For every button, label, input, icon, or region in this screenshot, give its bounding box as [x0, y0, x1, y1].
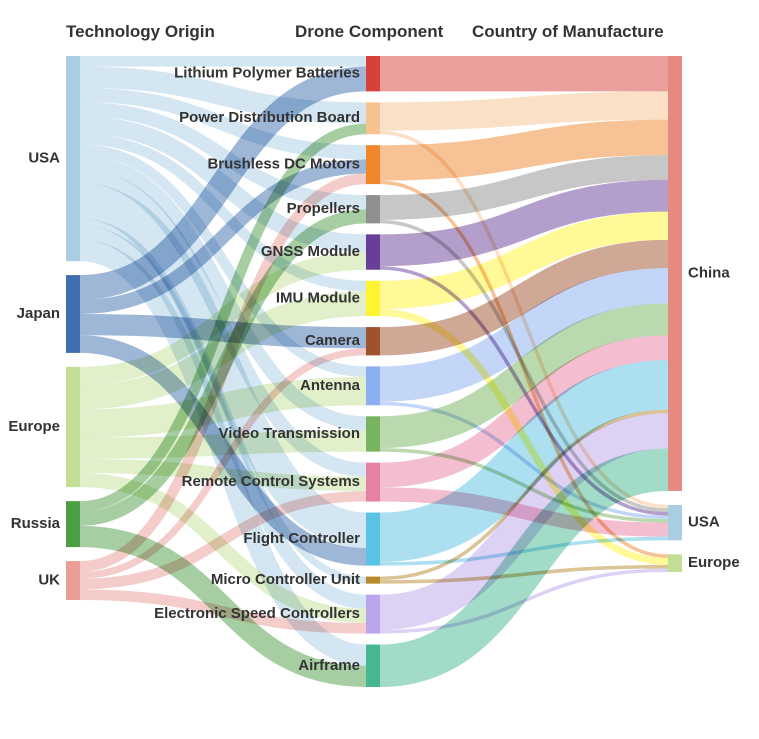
- flow-link-japan-to-lipo: [79, 66, 367, 300]
- component-label-lithium-polymer-batteries: Lithium Polymer Batteries: [174, 65, 360, 82]
- origin-label-europe: Europe: [8, 418, 60, 435]
- component-label-camera: Camera: [305, 332, 361, 349]
- node-labels: USA Japan Europe Russia UK Lithium Polymer Ba…: [8, 65, 739, 674]
- component-node-electronic-speed-controllers: [366, 594, 380, 634]
- header-drone-component: Drone Component: [295, 22, 444, 41]
- component-label-antenna: Antenna: [300, 377, 361, 394]
- component-label-power-distribution-board: Power Distribution Board: [179, 109, 360, 126]
- flow-link-fc-to-china: [379, 360, 669, 563]
- nodes: [66, 56, 682, 687]
- component-label-imu-module: IMU Module: [276, 289, 360, 306]
- component-label-micro-controller-unit: Micro Controller Unit: [211, 571, 360, 588]
- component-label-airframe: Airframe: [298, 657, 360, 674]
- component-label-propellers: Propellers: [287, 200, 360, 217]
- component-label-video-transmission: Video Transmission: [219, 425, 360, 442]
- country-label-china: China: [688, 264, 730, 281]
- flow-link-usa-to-pdb: [79, 66, 367, 124]
- component-node-flight-controller: [366, 512, 380, 566]
- country-node-usa: [668, 504, 682, 541]
- component-node-camera: [366, 327, 380, 356]
- component-node-micro-controller-unit: [366, 576, 380, 584]
- origin-label-usa: USA: [28, 150, 60, 167]
- flow-link-japan-to-motors: [79, 159, 367, 315]
- flow-link-props-to-china: [379, 155, 669, 220]
- flow-link-uk-to-rc: [79, 490, 367, 590]
- flow-link-video-to-china: [379, 303, 669, 449]
- component-node-gnss-module: [366, 234, 380, 270]
- header-country-of-manufacture: Country of Manufacture: [472, 22, 664, 41]
- flow-link-europe-to-imu: [79, 291, 367, 410]
- origin-node-usa: [66, 56, 80, 262]
- country-node-china: [668, 56, 682, 491]
- origin-node-japan: [66, 275, 80, 353]
- flow-link-pdb-to-china: [379, 91, 669, 131]
- component-label-electronic-speed-controllers: Electronic Speed Controllers: [154, 605, 360, 622]
- flow-link-motors-to-china: [379, 119, 669, 181]
- country-label-usa: USA: [688, 514, 720, 531]
- flow-link-europe-to-antenna: [79, 377, 367, 438]
- origin-node-uk: [66, 561, 80, 600]
- flow-link-russia-to-pdb: [79, 123, 367, 512]
- component-label-gnss-module: GNSS Module: [261, 243, 360, 260]
- component-node-power-distribution-board: [366, 102, 380, 135]
- flow-link-usa-to-video: [79, 155, 367, 431]
- component-node-remote-control-systems: [366, 462, 380, 502]
- flow-link-rc-to-china: [379, 335, 669, 488]
- column-headers: Technology Origin Drone Component Countr…: [66, 22, 664, 41]
- flow-link-antenna-to-china: [379, 268, 669, 402]
- component-node-video-transmission: [366, 416, 380, 452]
- flow-links: [78, 55, 669, 688]
- flow-link-europe-to-rc: [79, 458, 367, 491]
- flow-link-imu-to-china: [379, 211, 669, 310]
- flow-link-europe-to-video: [79, 430, 367, 459]
- flow-link-uk-to-camera: [79, 348, 367, 579]
- country-label-europe: Europe: [688, 554, 740, 571]
- flow-link-uk-to-esc: [79, 589, 367, 634]
- component-node-brushless-dc-motors: [366, 145, 380, 185]
- component-node-imu-module: [366, 280, 380, 317]
- component-label-flight-controller: Flight Controller: [243, 530, 360, 547]
- flow-link-uk-to-motors: [79, 173, 367, 572]
- component-node-antenna: [366, 366, 380, 406]
- component-label-remote-control-systems: Remote Control Systems: [182, 473, 360, 490]
- component-node-airframe: [366, 644, 380, 687]
- component-label-brushless-dc-motors: Brushless DC Motors: [207, 156, 360, 173]
- origin-label-russia: Russia: [11, 515, 61, 532]
- flow-link-esc-to-china: [379, 413, 669, 631]
- origin-label-uk: UK: [38, 572, 60, 589]
- origin-node-russia: [66, 501, 80, 548]
- flow-link-usa-to-imu: [79, 133, 367, 292]
- flow-link-camera-to-china: [379, 239, 669, 356]
- flow-link-airframe-to-china: [379, 448, 669, 688]
- header-technology-origin: Technology Origin: [66, 22, 215, 41]
- origin-node-europe: [66, 366, 80, 488]
- component-node-propellers: [366, 195, 380, 224]
- component-node-lithium-polymer-batteries: [366, 56, 380, 92]
- origin-label-japan: Japan: [17, 305, 60, 322]
- flow-link-gnss-to-china: [379, 179, 669, 267]
- country-node-europe: [668, 554, 682, 572]
